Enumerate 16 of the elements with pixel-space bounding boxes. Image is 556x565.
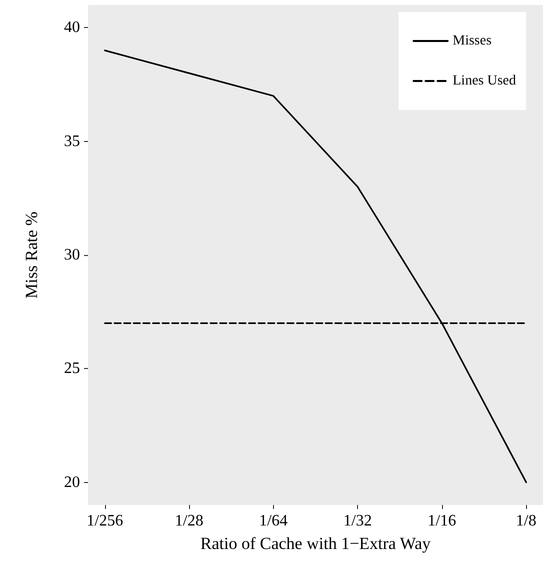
x-tick-label: 1/8	[516, 512, 536, 530]
x-tick-label: 1/32	[343, 512, 372, 530]
y-tick-label: 25	[64, 360, 80, 378]
x-tick-label: 1/64	[259, 512, 288, 530]
line-series	[104, 50, 527, 484]
y-axis-title: Miss Rate %	[22, 212, 41, 298]
x-axis-title: Ratio of Cache with 1−Extra Way	[200, 534, 432, 553]
x-tick-label: 1/16	[428, 512, 456, 530]
y-tick-label: 35	[64, 132, 80, 150]
y-tick-label: 20	[64, 474, 80, 491]
legend-label: Lines Used	[452, 74, 516, 88]
y-tick-label: 40	[64, 19, 80, 36]
x-tick-label: 1/28	[174, 512, 204, 530]
x-tick-label: 1/256	[86, 512, 124, 530]
legend-label: Misses	[452, 34, 492, 48]
y-tick-label: 30	[64, 246, 80, 264]
